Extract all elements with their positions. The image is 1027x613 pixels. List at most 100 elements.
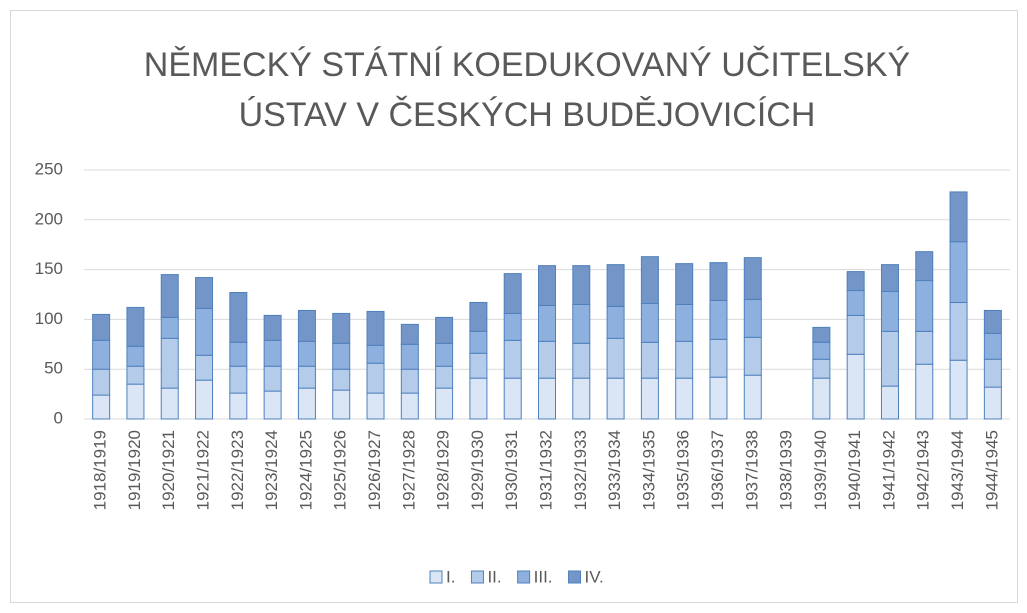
bar-segment bbox=[709, 262, 728, 301]
bar-segment bbox=[880, 330, 899, 387]
bar-segment bbox=[675, 377, 694, 420]
bar-segment bbox=[812, 341, 831, 360]
x-tick-label: 1925/1926 bbox=[331, 430, 350, 510]
bar-segment bbox=[880, 291, 899, 332]
bar-segment bbox=[572, 377, 591, 420]
bar-segment bbox=[195, 307, 214, 356]
x-tick-label: 1924/1925 bbox=[296, 430, 315, 510]
bar-segment bbox=[709, 338, 728, 378]
x-tick-label: 1932/1933 bbox=[571, 430, 590, 510]
bar-segment bbox=[572, 265, 591, 305]
bar-segment bbox=[846, 314, 865, 355]
bar-segment bbox=[160, 387, 179, 420]
bar-segment bbox=[195, 354, 214, 381]
bar-segment bbox=[332, 389, 351, 420]
x-tick-label: 1939/1940 bbox=[811, 430, 830, 510]
x-tick-label: 1928/1929 bbox=[434, 430, 453, 510]
bar-segment bbox=[297, 309, 316, 342]
bar-segment bbox=[263, 314, 282, 341]
x-tick-label: 1929/1930 bbox=[468, 430, 487, 510]
x-tick-label: 1943/1944 bbox=[948, 430, 967, 510]
bar-segment bbox=[915, 280, 934, 332]
bar-segment bbox=[503, 312, 522, 341]
bar-segment bbox=[195, 379, 214, 420]
legend-swatch bbox=[517, 570, 531, 584]
bar-segment bbox=[126, 306, 145, 347]
x-tick-label: 1927/1928 bbox=[399, 430, 418, 510]
bar-segment bbox=[160, 316, 179, 339]
bar-segment bbox=[126, 383, 145, 420]
bar-segment bbox=[915, 251, 934, 282]
bar-segment bbox=[229, 292, 248, 343]
chart-frame bbox=[10, 10, 1018, 603]
bar-segment bbox=[263, 339, 282, 367]
bar-segment bbox=[229, 365, 248, 394]
y-tick-label: 100 bbox=[35, 309, 63, 328]
x-tick-label: 1921/1922 bbox=[194, 430, 213, 510]
bar-segment bbox=[435, 316, 454, 344]
bar-segment bbox=[195, 277, 214, 309]
bar-segment bbox=[538, 377, 556, 420]
x-tick-label: 1919/1920 bbox=[125, 430, 144, 510]
bar-segment bbox=[366, 362, 385, 394]
bar-segment bbox=[675, 340, 694, 379]
bar-segment bbox=[743, 298, 762, 338]
bar-segment bbox=[503, 377, 522, 420]
bar-segment bbox=[949, 241, 968, 303]
bar-segment bbox=[675, 263, 694, 305]
bar-segment bbox=[263, 365, 282, 392]
bar-segment bbox=[846, 271, 865, 292]
bar-segment bbox=[538, 304, 556, 342]
legend-swatch bbox=[568, 570, 582, 584]
bar-segment bbox=[949, 359, 968, 420]
bar-segment bbox=[743, 257, 762, 300]
bar-segment bbox=[606, 264, 625, 307]
y-tick-label: 250 bbox=[35, 159, 63, 178]
x-tick-label: 1934/1935 bbox=[639, 430, 658, 510]
bar-segment bbox=[435, 387, 454, 420]
bar-segment bbox=[229, 341, 248, 367]
y-tick-label: 150 bbox=[35, 259, 63, 278]
x-tick-label: 1933/1934 bbox=[605, 430, 624, 510]
bar-segment bbox=[160, 274, 179, 318]
bar-segment bbox=[366, 344, 385, 364]
bar-segment bbox=[469, 352, 488, 379]
bar-segment bbox=[880, 264, 899, 293]
x-tick-label: 1938/1939 bbox=[777, 430, 796, 510]
bar-segment bbox=[297, 340, 316, 367]
legend-label: III. bbox=[534, 567, 553, 586]
bar-segment bbox=[469, 330, 488, 354]
bar-segment bbox=[675, 303, 694, 342]
bar-segment bbox=[263, 390, 282, 420]
y-tick-label: 0 bbox=[54, 408, 63, 427]
bar-segment bbox=[92, 313, 111, 341]
bar-segment bbox=[469, 301, 488, 332]
legend-swatch bbox=[470, 570, 484, 584]
bar-segment bbox=[846, 290, 865, 316]
bar-segment bbox=[915, 330, 934, 365]
legend-label: I. bbox=[446, 567, 455, 586]
x-tick-label: 1931/1932 bbox=[536, 430, 555, 510]
bar-segment bbox=[92, 394, 111, 420]
x-tick-label: 1935/1936 bbox=[674, 430, 693, 510]
x-tick-label: 1936/1937 bbox=[708, 430, 727, 510]
bar-segment bbox=[983, 309, 1002, 334]
bar-segment bbox=[640, 302, 659, 343]
bar-segment bbox=[503, 273, 522, 314]
bar-segment bbox=[332, 342, 351, 370]
x-tick-label: 1937/1938 bbox=[742, 430, 761, 510]
bar-segment bbox=[538, 265, 556, 306]
bar-segment bbox=[92, 368, 111, 396]
bar-segment bbox=[92, 339, 111, 370]
y-tick-label: 50 bbox=[44, 359, 63, 378]
bar-segment bbox=[366, 310, 385, 346]
x-tick-label: 1922/1923 bbox=[228, 430, 247, 510]
x-tick-label: 1944/1945 bbox=[982, 430, 1001, 510]
bar-segment bbox=[812, 326, 831, 343]
chart-title: NĚMECKÝ STÁTNÍ KOEDUKOVANÝ UČITELSKÝ ÚST… bbox=[143, 46, 911, 134]
x-tick-label: 1942/1943 bbox=[914, 430, 933, 510]
bar-segment bbox=[400, 323, 419, 345]
bar-segment bbox=[297, 387, 316, 420]
x-tick-label: 1920/1921 bbox=[159, 430, 178, 510]
